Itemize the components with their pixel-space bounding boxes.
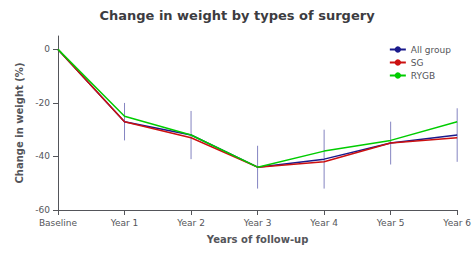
svg-text:-60: -60 <box>35 205 50 215</box>
svg-text:0: 0 <box>44 44 50 54</box>
svg-text:-20: -20 <box>35 98 50 108</box>
svg-text:RYGB: RYGB <box>411 71 435 81</box>
svg-text:Year 3: Year 3 <box>243 218 272 228</box>
svg-text:Year 2: Year 2 <box>176 218 205 228</box>
svg-text:SG: SG <box>411 58 424 68</box>
svg-text:-40: -40 <box>35 151 50 161</box>
svg-text:Change in weight by types of s: Change in weight by types of surgery <box>99 8 375 23</box>
svg-text:Year 4: Year 4 <box>309 218 338 228</box>
svg-text:Year 1: Year 1 <box>110 218 139 228</box>
svg-text:Years of follow-up: Years of follow-up <box>206 234 309 245</box>
svg-text:Change in weight (%): Change in weight (%) <box>14 63 25 184</box>
svg-text:Year 6: Year 6 <box>442 218 471 228</box>
svg-text:Baseline: Baseline <box>39 218 78 228</box>
svg-text:All group: All group <box>411 45 451 55</box>
svg-text:Year 5: Year 5 <box>376 218 405 228</box>
